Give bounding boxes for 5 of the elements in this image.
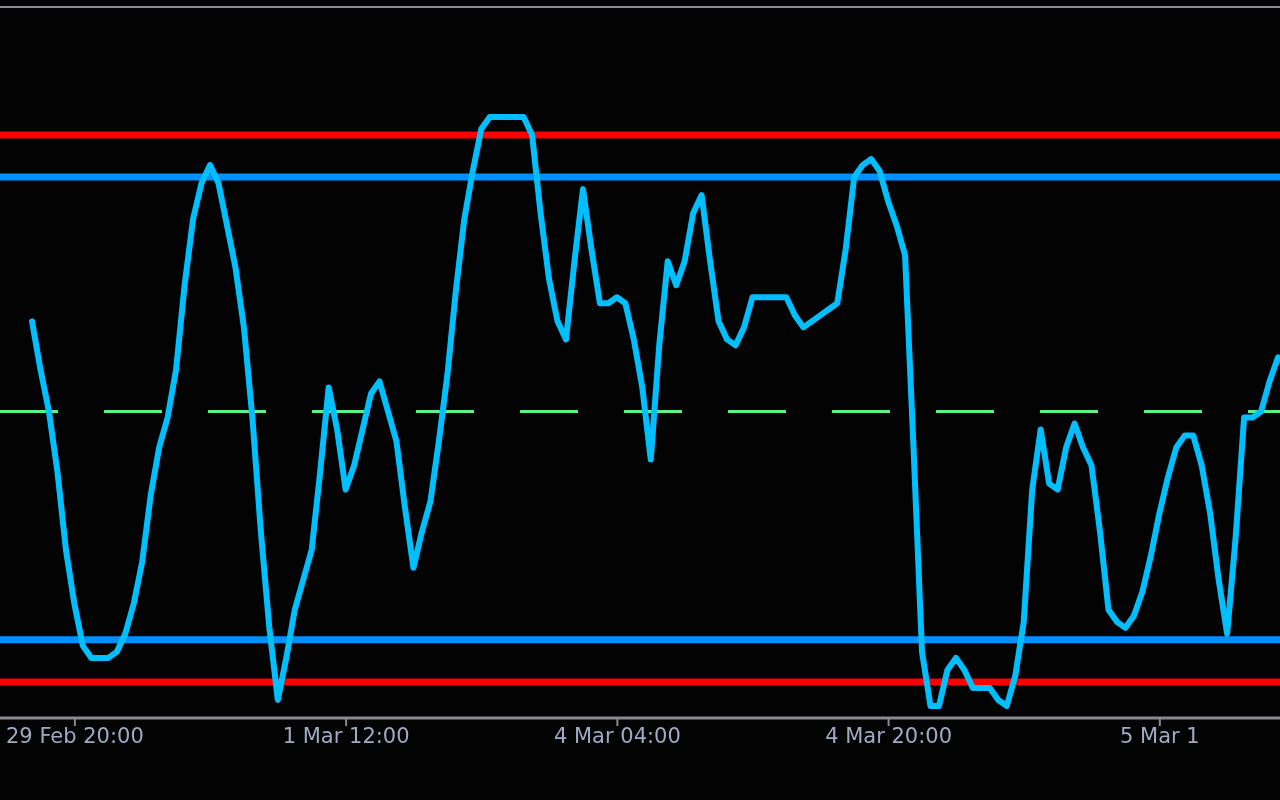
x-tick-label: 29 Feb 20:00 <box>5 724 144 748</box>
x-tick-label: 5 Mar 1 <box>1119 724 1200 748</box>
x-tick-label: 4 Mar 04:00 <box>553 724 681 748</box>
x-tick-label: 4 Mar 20:00 <box>825 724 953 748</box>
x-tick-label: 1 Mar 12:00 <box>282 724 410 748</box>
